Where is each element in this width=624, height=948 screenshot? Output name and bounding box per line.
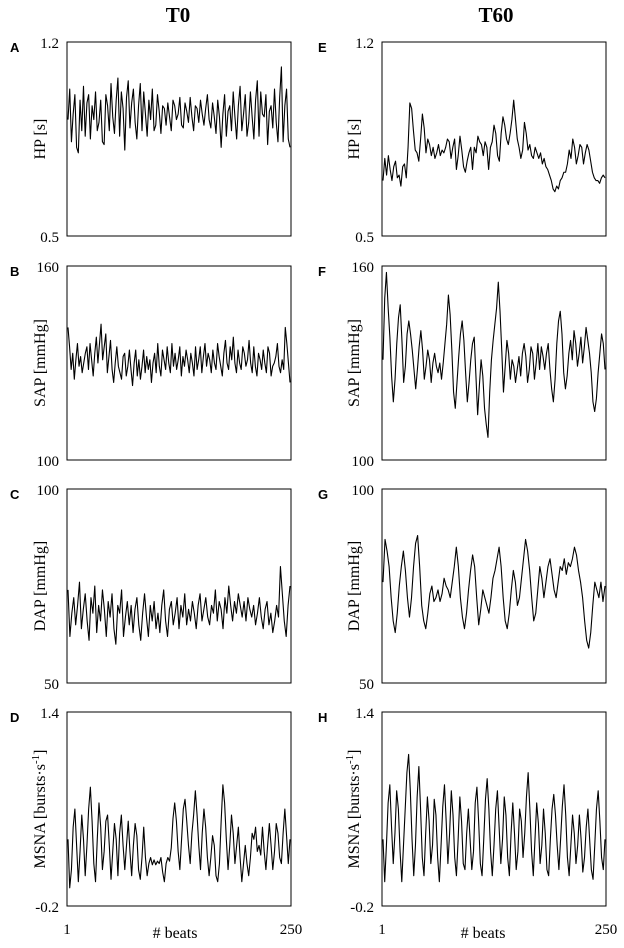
panel-letter: F xyxy=(318,264,326,279)
plot-frame xyxy=(381,41,607,237)
y-tick-max: 1.4 xyxy=(355,706,374,722)
panel-a: A 1.2 0.5 HP [s] xyxy=(10,36,292,246)
panel-letter: G xyxy=(318,487,328,502)
y-axis-label: MSNA [bursts·s-1] xyxy=(30,750,49,869)
y-axis-label-bracket: ] xyxy=(32,750,49,755)
y-tick-max: 1.4 xyxy=(40,706,59,722)
y-axis-label: DAP [mmHg] xyxy=(32,541,49,632)
panel-f: F 160 100 SAP [mmHg] xyxy=(318,260,607,470)
plot-frame xyxy=(66,711,292,907)
plot-frame xyxy=(381,711,607,907)
plot-frame xyxy=(381,265,607,461)
y-tick-max: 160 xyxy=(352,260,375,276)
y-tick-max: 160 xyxy=(37,260,60,276)
x-axis-label-right: # beats xyxy=(461,925,506,942)
y-axis-label-superscript: -1 xyxy=(344,755,356,764)
plot-frame xyxy=(66,488,292,684)
y-tick-min: 50 xyxy=(44,677,59,693)
plot-frame xyxy=(66,265,292,461)
y-tick-min: 100 xyxy=(352,454,375,470)
panel-e: E 1.2 0.5 HP [s] xyxy=(318,36,607,246)
series-line xyxy=(382,535,606,649)
y-tick-min: 0.5 xyxy=(355,230,374,246)
y-axis-label-bracket: ] xyxy=(346,750,363,755)
plot-frame xyxy=(66,41,292,237)
x-tick-min-left: 1 xyxy=(63,922,71,938)
series-line xyxy=(67,323,291,387)
panel-letter: A xyxy=(10,40,20,55)
y-tick-min: -0.2 xyxy=(350,900,374,916)
y-axis-label: SAP [mmHg] xyxy=(32,319,49,407)
plot-frame xyxy=(381,488,607,684)
panel-d: D 1.4 -0.2 MSNA [bursts·s-1] xyxy=(10,706,292,916)
y-axis-label-superscript: -1 xyxy=(30,755,42,764)
y-tick-max: 1.2 xyxy=(355,36,374,52)
y-axis-label: HP [s] xyxy=(346,119,363,160)
y-axis-label-text: MSNA [bursts·s xyxy=(346,764,363,868)
panel-letter: B xyxy=(10,264,19,279)
y-tick-max: 100 xyxy=(352,483,375,499)
y-axis-label-text: MSNA [bursts·s xyxy=(32,764,49,868)
series-line xyxy=(67,566,291,645)
panel-letter: D xyxy=(10,710,19,725)
y-tick-max: 1.2 xyxy=(40,36,59,52)
x-tick-max-right: 250 xyxy=(595,922,618,938)
y-axis-label: HP [s] xyxy=(32,119,49,160)
x-axis-label-left: # beats xyxy=(153,925,198,942)
series-line xyxy=(67,66,291,154)
y-tick-max: 100 xyxy=(37,483,60,499)
column-title-t0: T0 xyxy=(166,3,191,27)
panel-letter: C xyxy=(10,487,20,502)
y-tick-min: 100 xyxy=(37,454,60,470)
panel-letter: H xyxy=(318,710,327,725)
y-axis-label: DAP [mmHg] xyxy=(346,541,363,632)
x-tick-min-right: 1 xyxy=(378,922,386,938)
series-line xyxy=(382,753,606,883)
column-title-t60: T60 xyxy=(478,3,513,27)
series-line xyxy=(382,271,606,438)
series-line xyxy=(382,99,606,193)
panel-c: C 100 50 DAP [mmHg] xyxy=(10,483,292,693)
y-axis-label: MSNA [bursts·s-1] xyxy=(344,750,363,869)
x-tick-max-left: 250 xyxy=(280,922,303,938)
panel-letter: E xyxy=(318,40,327,55)
panel-h: H 1.4 -0.2 MSNA [bursts·s-1] xyxy=(318,706,607,916)
y-tick-min: 50 xyxy=(359,677,374,693)
series-line xyxy=(67,784,291,889)
panel-g: G 100 50 DAP [mmHg] xyxy=(318,483,607,693)
panel-b: B 160 100 SAP [mmHg] xyxy=(10,260,292,470)
y-tick-min: -0.2 xyxy=(35,900,59,916)
y-axis-label: SAP [mmHg] xyxy=(346,319,363,407)
panels-group: A 1.2 0.5 HP [s] E 1.2 0.5 HP [s] B 160 100 SAP [mm… xyxy=(10,36,607,916)
y-tick-min: 0.5 xyxy=(40,230,59,246)
